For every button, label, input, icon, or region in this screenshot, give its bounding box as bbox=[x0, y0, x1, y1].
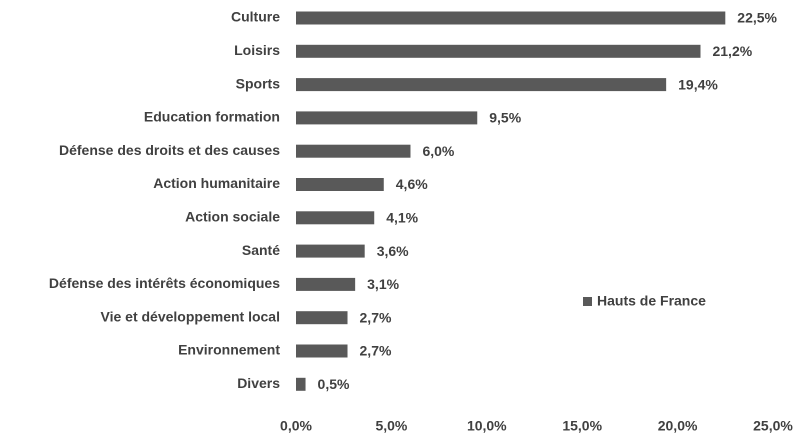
data-label: 3,1% bbox=[367, 276, 399, 292]
y-tick-label: Action sociale bbox=[185, 209, 280, 225]
legend-label: Hauts de France bbox=[597, 293, 706, 309]
y-tick-label: Environnement bbox=[178, 342, 280, 358]
bar bbox=[296, 44, 701, 58]
data-label: 22,5% bbox=[737, 10, 777, 26]
data-label: 3,6% bbox=[377, 243, 409, 259]
y-tick-label: Santé bbox=[242, 242, 280, 258]
y-tick-label: Divers bbox=[237, 375, 280, 391]
y-tick-label: Loisirs bbox=[234, 42, 280, 58]
data-label: 21,2% bbox=[712, 43, 752, 59]
data-label: 4,1% bbox=[386, 210, 418, 226]
bar bbox=[296, 377, 306, 391]
data-label: 4,6% bbox=[396, 176, 428, 192]
data-label: 19,4% bbox=[678, 76, 718, 92]
data-label: 6,0% bbox=[422, 143, 454, 159]
y-tick-label: Sports bbox=[236, 75, 281, 91]
data-label: 2,7% bbox=[360, 343, 392, 359]
bar bbox=[296, 277, 356, 291]
bar bbox=[296, 11, 726, 25]
data-label: 2,7% bbox=[360, 309, 392, 325]
bar bbox=[296, 344, 348, 358]
bar bbox=[296, 144, 411, 158]
x-tick-label: 20,0% bbox=[658, 418, 698, 434]
x-tick-label: 25,0% bbox=[753, 418, 793, 434]
y-tick-label: Défense des intérêts économiques bbox=[49, 275, 280, 291]
bar bbox=[296, 178, 384, 191]
x-tick-label: 0,0% bbox=[280, 418, 312, 434]
y-tick-label: Culture bbox=[231, 9, 280, 25]
y-tick-label: Défense des droits et des causes bbox=[59, 142, 280, 158]
data-label: 0,5% bbox=[318, 376, 350, 392]
legend-swatch bbox=[583, 297, 592, 306]
data-label: 9,5% bbox=[489, 110, 521, 126]
x-tick-label: 15,0% bbox=[562, 418, 602, 434]
y-tick-label: Action humanitaire bbox=[153, 175, 280, 191]
x-tick-label: 10,0% bbox=[467, 418, 507, 434]
bar bbox=[296, 211, 375, 225]
bar bbox=[296, 78, 667, 92]
y-tick-label: Education formation bbox=[144, 109, 280, 125]
bar bbox=[296, 111, 478, 125]
y-tick-label: Vie et développement local bbox=[101, 308, 280, 324]
bar bbox=[296, 311, 348, 325]
x-tick-label: 5,0% bbox=[375, 418, 407, 434]
bar bbox=[296, 244, 365, 258]
